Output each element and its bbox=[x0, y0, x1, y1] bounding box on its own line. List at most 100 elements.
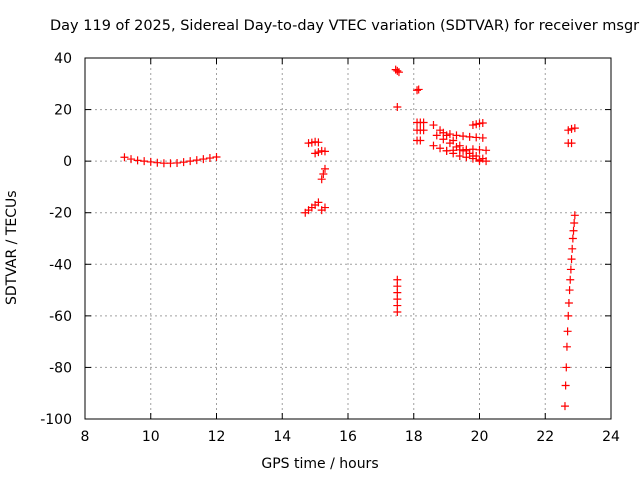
data-point bbox=[127, 155, 136, 164]
data-point bbox=[429, 121, 438, 130]
data-point bbox=[562, 363, 571, 372]
x-tick-label: 14 bbox=[273, 429, 291, 445]
data-point bbox=[133, 156, 142, 165]
data-point bbox=[419, 126, 428, 135]
series-arc-d bbox=[317, 164, 329, 184]
plot-frame bbox=[84, 57, 612, 420]
data-point bbox=[419, 118, 428, 127]
data-point bbox=[566, 275, 575, 284]
y-tick-label: -60 bbox=[49, 309, 72, 325]
data-point bbox=[416, 136, 425, 145]
data-point bbox=[569, 226, 578, 235]
x-tick-label: 18 bbox=[405, 429, 423, 445]
data-point bbox=[564, 126, 573, 135]
data-point bbox=[429, 141, 438, 150]
data-point bbox=[179, 158, 188, 167]
data-point bbox=[468, 154, 477, 163]
series-arc-p bbox=[442, 145, 491, 155]
data-point bbox=[314, 198, 323, 207]
data-point bbox=[452, 131, 461, 140]
data-point bbox=[564, 311, 573, 320]
x-tick-label: 16 bbox=[339, 429, 357, 445]
series-arc-c bbox=[311, 146, 329, 158]
series-arc-k bbox=[413, 118, 428, 145]
data-point bbox=[146, 157, 155, 166]
data-point bbox=[482, 157, 491, 166]
data-point bbox=[562, 342, 571, 351]
y-tick-label: -80 bbox=[49, 360, 72, 376]
series-arc-f bbox=[317, 203, 329, 215]
series-arc-r bbox=[564, 124, 579, 135]
data-point bbox=[468, 121, 477, 130]
data-point bbox=[564, 298, 573, 307]
x-axis-label: GPS time / hours bbox=[261, 456, 379, 472]
data-point bbox=[320, 147, 329, 156]
x-tick-label: 20 bbox=[471, 429, 489, 445]
y-axis-label: SDTVAR / TECUs bbox=[4, 190, 20, 305]
data-point bbox=[314, 138, 323, 147]
x-tick-label: 8 bbox=[81, 429, 90, 445]
data-point bbox=[393, 102, 402, 111]
data-point bbox=[565, 286, 574, 295]
data-point bbox=[567, 124, 576, 133]
series-arc-g bbox=[391, 65, 403, 77]
data-point bbox=[320, 164, 329, 173]
series-arc-j bbox=[413, 85, 423, 95]
grid-lines bbox=[85, 58, 611, 419]
data-point bbox=[445, 139, 454, 148]
series-arc-a bbox=[120, 153, 221, 168]
x-tick-label: 22 bbox=[536, 429, 554, 445]
data-point bbox=[445, 130, 454, 139]
data-point bbox=[568, 244, 577, 253]
series-arc-h bbox=[393, 102, 402, 111]
x-tick-label: 10 bbox=[142, 429, 160, 445]
x-tick-label: 12 bbox=[208, 429, 226, 445]
data-point bbox=[186, 157, 195, 166]
data-point bbox=[563, 327, 572, 336]
data-point bbox=[205, 154, 214, 163]
y-tick-label: -40 bbox=[49, 257, 72, 273]
data-point bbox=[482, 146, 491, 155]
data-point bbox=[568, 234, 577, 243]
series-arc-e bbox=[301, 198, 323, 217]
x-tick-label: 24 bbox=[602, 429, 620, 445]
data-point bbox=[475, 155, 484, 164]
data-point bbox=[414, 85, 423, 94]
series-arc-b bbox=[304, 137, 323, 148]
data-point bbox=[413, 86, 422, 95]
data-point bbox=[317, 175, 326, 184]
data-point bbox=[570, 211, 579, 220]
data-point bbox=[459, 146, 468, 155]
data-point bbox=[478, 118, 487, 127]
y-tick-label: -100 bbox=[40, 412, 72, 428]
data-point bbox=[432, 131, 441, 140]
series-arc-t bbox=[560, 211, 579, 411]
data-point bbox=[394, 68, 403, 77]
axis-ticks: 8 10 12 14 16 18 20 22 24 -100 -80 -60 -40 -20 0 20 40 bbox=[40, 51, 620, 445]
series-arc-i bbox=[393, 275, 402, 316]
data-point bbox=[173, 158, 182, 167]
data-points bbox=[120, 65, 579, 411]
data-point bbox=[212, 153, 221, 162]
data-point bbox=[459, 132, 468, 141]
data-point bbox=[478, 133, 487, 142]
data-point bbox=[319, 170, 328, 179]
series-arc-o bbox=[439, 128, 487, 142]
data-point bbox=[314, 148, 323, 157]
data-point bbox=[560, 402, 569, 411]
data-point bbox=[311, 149, 320, 158]
y-tick-label: -20 bbox=[49, 206, 72, 222]
data-point bbox=[320, 203, 329, 212]
series-arc-q bbox=[468, 118, 487, 130]
y-tick-label: 20 bbox=[54, 103, 72, 119]
data-point bbox=[393, 66, 402, 75]
data-point bbox=[436, 144, 445, 153]
data-point bbox=[472, 120, 481, 129]
chart-title: Day 119 of 2025, Sidereal Day-to-day VTE… bbox=[50, 18, 640, 34]
data-point bbox=[570, 219, 579, 228]
data-point bbox=[465, 149, 474, 158]
data-point bbox=[140, 157, 149, 166]
data-point bbox=[439, 128, 448, 137]
data-point bbox=[199, 155, 208, 164]
